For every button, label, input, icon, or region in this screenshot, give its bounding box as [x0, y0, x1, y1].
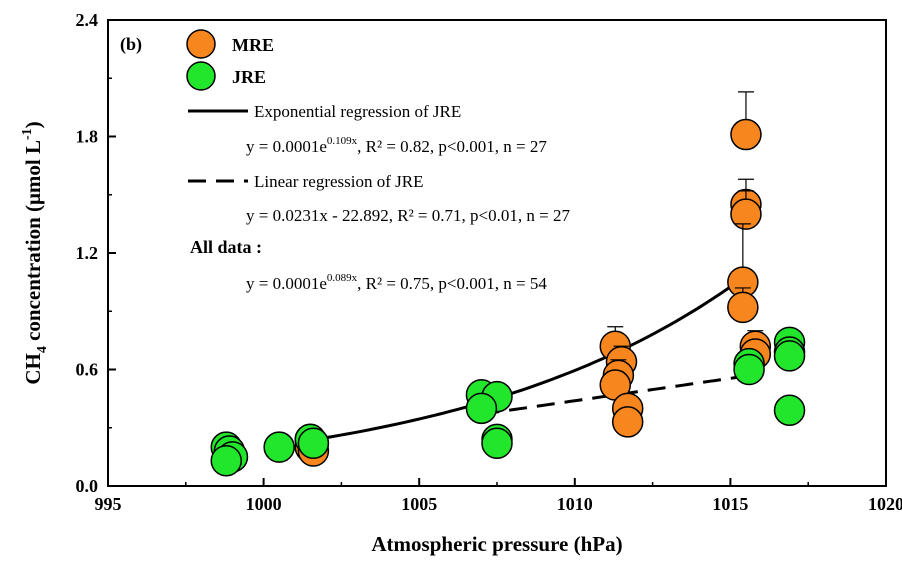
y-tick-label: 1.2 — [76, 243, 99, 263]
mre-point — [730, 198, 762, 230]
x-axis: 995 1000 1005 1010 1015 1020 — [95, 478, 902, 514]
eq-sup: 0.109x — [327, 135, 358, 147]
x-axis-title: Atmospheric pressure (hPa) — [371, 532, 622, 556]
y-title-pre: CH — [21, 353, 45, 385]
jre-point — [297, 427, 330, 460]
mre-point — [611, 406, 644, 438]
jre-point — [773, 394, 806, 427]
y-title-mid: concentration (μmol L — [21, 140, 45, 346]
panel-label: (b) — [120, 34, 142, 55]
eq-pre: y = 0.0231x - 22.892 — [246, 206, 389, 225]
eq-pre: y = 0.0001e — [246, 137, 327, 156]
eq-sup: 0.089x — [327, 272, 358, 284]
jre-point — [733, 353, 765, 386]
regression-lines — [310, 272, 762, 442]
mre-point — [730, 118, 762, 151]
eq-post: , R² = 0.82, p<0.001, n = 27 — [357, 137, 547, 156]
y-title-sup: -1 — [20, 128, 35, 140]
equation-linear-jre: y = 0.0231x - 22.892, R² = 0.71, p<0.01,… — [246, 206, 570, 225]
exponential-regression-line — [310, 272, 750, 442]
legend: MRE JRE Exponential regression of JRE y … — [186, 29, 570, 293]
y-tick-label: 1.8 — [76, 127, 99, 147]
x-tick-label: 1000 — [246, 494, 282, 514]
jre-point — [773, 340, 806, 372]
all-data-label: All data : — [190, 237, 262, 257]
eq-post: , R² = 0.71, p<0.01, n = 27 — [389, 206, 571, 225]
legend-marker-jre — [186, 61, 216, 91]
y-axis-title: CH4 concentration (μmol L-1) — [20, 121, 50, 384]
jre-point — [481, 427, 513, 460]
legend-label-linear: Linear regression of JRE — [254, 172, 423, 191]
legend-marker-mre — [186, 29, 216, 59]
y-title-post: ) — [21, 121, 45, 128]
y-tick-label: 2.4 — [76, 10, 99, 30]
y-tick-label: 0.0 — [76, 476, 99, 496]
data-points — [210, 91, 806, 477]
mre-point — [727, 291, 759, 324]
y-axis: 0.0 0.6 1.2 1.8 2.4 — [76, 10, 116, 496]
x-tick-label: 1020 — [868, 494, 902, 514]
equation-all-data: y = 0.0001e0.089x, R² = 0.75, p<0.001, n… — [246, 272, 547, 293]
y-title-sub: 4 — [35, 346, 50, 353]
x-tick-label: 995 — [95, 494, 122, 514]
eq-post: , R² = 0.75, p<0.001, n = 54 — [357, 274, 547, 293]
x-tick-label: 1005 — [401, 494, 437, 514]
equation-exponential-jre: y = 0.0001e0.109x, R² = 0.82, p<0.001, n… — [246, 135, 547, 156]
jre-point — [210, 445, 243, 477]
jre-point — [465, 392, 498, 425]
eq-pre: y = 0.0001e — [246, 274, 327, 293]
x-tick-label: 1010 — [557, 494, 593, 514]
legend-label-exponential: Exponential regression of JRE — [254, 102, 461, 121]
legend-label-jre: JRE — [232, 67, 266, 87]
x-tick-label: 1015 — [712, 494, 748, 514]
jre-point — [263, 431, 295, 463]
y-tick-label: 0.6 — [76, 360, 99, 380]
legend-label-mre: MRE — [232, 35, 274, 55]
